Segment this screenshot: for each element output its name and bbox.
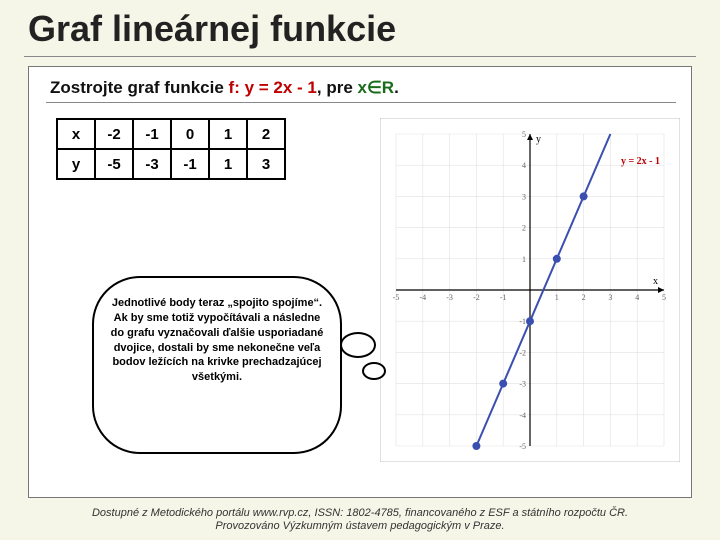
table-cell: 3 (247, 149, 285, 179)
table-cell: 2 (247, 119, 285, 149)
subtitle-fn: f: y = 2x - 1 (229, 78, 317, 97)
subtitle-prefix: Zostrojte graf funkcie (50, 78, 229, 97)
svg-text:2: 2 (582, 293, 586, 302)
svg-text:1: 1 (555, 293, 559, 302)
svg-text:y: y (536, 134, 541, 145)
svg-text:x: x (653, 276, 658, 287)
table-cell: -3 (133, 149, 171, 179)
svg-text:y = 2x - 1: y = 2x - 1 (621, 156, 660, 167)
table-cell: -2 (95, 119, 133, 149)
svg-text:-5: -5 (393, 293, 400, 302)
svg-text:-5: -5 (519, 442, 526, 451)
subtitle-underline (46, 102, 676, 103)
svg-text:-4: -4 (519, 411, 526, 420)
svg-text:5: 5 (662, 293, 666, 302)
svg-text:-2: -2 (519, 348, 526, 357)
svg-text:-1: -1 (500, 293, 507, 302)
table-cell: -1 (133, 119, 171, 149)
bubble-puff (362, 362, 386, 380)
svg-text:4: 4 (635, 293, 639, 302)
svg-text:-3: -3 (519, 380, 526, 389)
table-row: x -2 -1 0 1 2 (57, 119, 285, 149)
table-cell: -1 (171, 149, 209, 179)
page-title: Graf lineárnej funkcie (28, 8, 396, 50)
svg-text:3: 3 (608, 293, 612, 302)
function-graph: -5-4-3-2-112345-5-4-3-2-112345xyy = 2x -… (380, 118, 680, 462)
table-row: y -5 -3 -1 1 3 (57, 149, 285, 179)
subtitle-dom: x∈R (358, 78, 395, 97)
subtitle: Zostrojte graf funkcie f: y = 2x - 1, pr… (50, 78, 399, 98)
footer: Dostupné z Metodického portálu www.rvp.c… (0, 507, 720, 535)
svg-text:-1: -1 (519, 317, 526, 326)
value-table: x -2 -1 0 1 2 y -5 -3 -1 1 3 (56, 118, 286, 180)
svg-text:4: 4 (522, 161, 526, 170)
table-cell: 0 (171, 119, 209, 149)
svg-text:2: 2 (522, 224, 526, 233)
svg-text:3: 3 (522, 192, 526, 201)
svg-text:1: 1 (522, 255, 526, 264)
footer-line: Provozováno Výzkumným ústavem pedagogick… (0, 520, 720, 534)
table-cell: 1 (209, 149, 247, 179)
svg-text:5: 5 (522, 130, 526, 139)
svg-text:-2: -2 (473, 293, 480, 302)
svg-text:-4: -4 (419, 293, 426, 302)
subtitle-suffix: . (394, 78, 399, 97)
table-cell: y (57, 149, 95, 179)
table-cell: x (57, 119, 95, 149)
table-cell: 1 (209, 119, 247, 149)
subtitle-mid: , pre (317, 78, 358, 97)
title-underline (24, 56, 696, 57)
bubble-puff (340, 332, 376, 358)
svg-text:-3: -3 (446, 293, 453, 302)
footer-line: Dostupné z Metodického portálu www.rvp.c… (0, 507, 720, 521)
speech-bubble: Jednotlivé body teraz „spojito spojíme“.… (92, 276, 342, 454)
table-cell: -5 (95, 149, 133, 179)
